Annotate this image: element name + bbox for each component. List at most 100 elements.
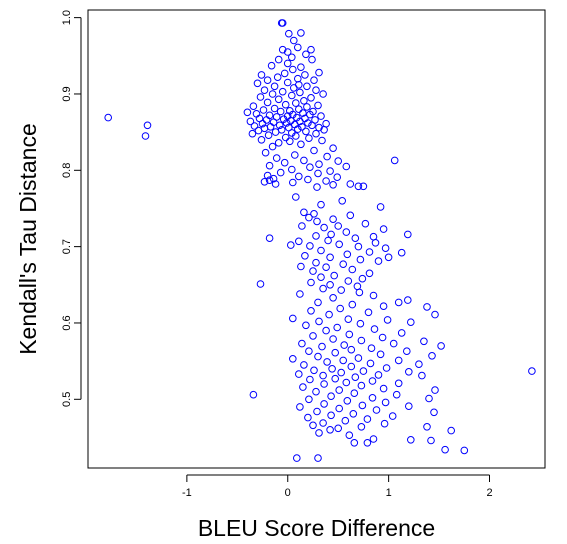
- data-point: [326, 426, 334, 434]
- data-point: [320, 223, 328, 232]
- data-point: [295, 370, 303, 378]
- data-point: [292, 193, 300, 201]
- data-point: [381, 398, 390, 407]
- data-point: [246, 117, 255, 126]
- data-point: [388, 412, 397, 420]
- data-point: [295, 105, 303, 113]
- data-point: [357, 381, 366, 390]
- data-point: [404, 296, 412, 304]
- data-point: [394, 298, 403, 307]
- data-point: [365, 248, 374, 256]
- data-point: [319, 90, 327, 98]
- data-point: [341, 416, 350, 425]
- data-point: [296, 290, 304, 298]
- data-point: [306, 110, 314, 119]
- y-axis-title: Kendall's Tau Distance: [15, 123, 41, 355]
- data-point: [314, 169, 322, 178]
- data-point: [330, 271, 339, 280]
- data-point: [363, 439, 372, 447]
- data-point: [431, 310, 439, 319]
- data-point: [257, 71, 266, 79]
- data-point: [337, 368, 346, 377]
- data-point: [265, 161, 274, 170]
- data-point: [437, 342, 445, 350]
- data-point: [276, 107, 285, 116]
- data-point: [143, 121, 152, 130]
- data-point: [346, 211, 355, 220]
- data-point: [280, 158, 289, 167]
- data-point: [327, 230, 335, 239]
- data-point: [281, 100, 290, 109]
- data-point: [312, 129, 320, 138]
- data-point: [354, 182, 363, 191]
- data-point: [250, 122, 259, 130]
- data-point: [347, 345, 356, 354]
- data-point: [253, 79, 262, 88]
- data-point: [350, 389, 359, 398]
- data-point: [315, 429, 323, 437]
- data-point: [319, 371, 327, 380]
- data-point: [308, 55, 316, 64]
- data-point: [314, 298, 322, 307]
- data-point: [381, 244, 390, 252]
- data-point: [358, 401, 367, 410]
- data-point: [306, 163, 314, 171]
- data-point: [326, 253, 334, 262]
- data-point: [333, 323, 342, 332]
- data-point: [291, 151, 299, 159]
- data-point: [303, 82, 311, 91]
- data-point: [369, 232, 378, 241]
- data-point: [329, 144, 337, 152]
- data-point: [258, 119, 267, 128]
- data-point: [340, 341, 349, 349]
- data-point: [289, 65, 297, 74]
- data-point: [318, 136, 326, 145]
- data-point: [288, 165, 296, 174]
- data-point: [370, 325, 379, 333]
- data-point: [309, 267, 317, 275]
- data-point: [331, 374, 340, 383]
- data-point: [342, 228, 351, 236]
- data-point: [423, 423, 431, 431]
- data-point: [305, 395, 313, 404]
- data-point: [420, 337, 428, 346]
- data-point: [364, 308, 373, 317]
- data-point: [283, 59, 292, 68]
- data-point: [425, 394, 433, 403]
- data-point: [379, 384, 388, 393]
- data-point: [380, 419, 389, 428]
- data-point: [104, 113, 112, 122]
- data-point: [243, 108, 252, 117]
- data-point: [318, 342, 326, 351]
- data-point: [384, 253, 393, 262]
- data-point: [268, 142, 277, 151]
- data-point: [289, 178, 297, 187]
- data-point: [317, 200, 325, 209]
- data-point: [342, 378, 351, 387]
- data-point: [359, 182, 368, 191]
- data-point: [283, 48, 292, 56]
- data-point: [528, 367, 536, 375]
- data-point: [305, 134, 313, 142]
- data-point: [326, 281, 334, 289]
- data-point: [312, 387, 320, 396]
- data-point: [392, 390, 401, 399]
- data-point: [317, 246, 325, 255]
- data-point: [331, 348, 340, 357]
- data-point: [310, 210, 318, 218]
- data-point: [259, 106, 268, 114]
- data-point: [423, 303, 431, 311]
- data-point: [369, 435, 378, 443]
- data-point: [394, 356, 403, 365]
- data-point: [141, 132, 150, 140]
- data-point: [353, 282, 362, 291]
- data-point: [312, 258, 320, 267]
- data-point: [278, 45, 287, 54]
- data-point: [415, 360, 423, 369]
- data-point: [307, 94, 315, 102]
- data-point: [281, 133, 290, 142]
- data-point: [336, 304, 345, 313]
- data-point: [276, 168, 285, 177]
- data-point: [397, 329, 406, 337]
